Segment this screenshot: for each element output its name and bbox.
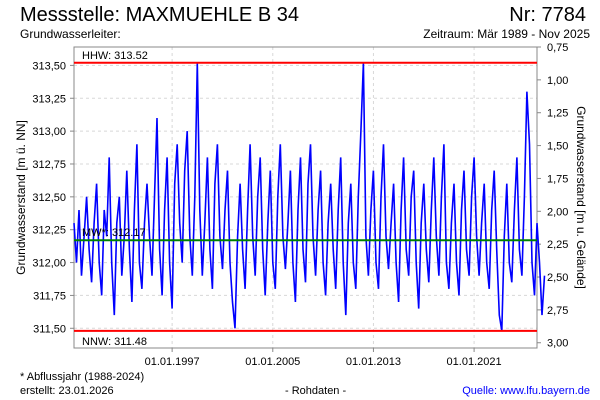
period-label: Zeitraum: Mär 1989 - Nov 2025: [423, 27, 590, 41]
reference-label: NNW: 311.48: [82, 336, 147, 348]
y-tick-label: 312,75: [32, 159, 66, 171]
created-date: erstellt: 23.01.2026: [20, 385, 114, 397]
right-tick-label: 1,00: [547, 75, 568, 87]
footnote: * Abflussjahr (1988-2024): [20, 371, 145, 383]
y-axis-label: Grundwasserstand [m ü. NN]: [14, 120, 28, 275]
series-line: [73, 62, 546, 332]
y-tick-label: 313,00: [32, 126, 66, 138]
y-tick-label: 313,50: [32, 60, 66, 72]
right-tick-label: 1,25: [547, 108, 568, 120]
y-tick-label: 311,75: [33, 290, 66, 302]
aquifer-label: Grundwasserleiter:: [20, 27, 121, 41]
plot-frame: [73, 46, 538, 349]
right-tick-label: 2,25: [547, 239, 568, 251]
x-tick-label: 01.01.1997: [145, 356, 200, 368]
reference-label: HHW: 313.52: [82, 50, 148, 62]
source-link[interactable]: Quelle: www.lfu.bayern.de: [462, 385, 590, 397]
right-tick-label: 3,00: [547, 338, 568, 350]
x-tick-label: 01.01.2005: [245, 356, 300, 368]
right-tick-label: 2,75: [547, 305, 568, 317]
right-tick-label: 0,75: [547, 42, 568, 54]
x-tick-label: 01.01.2021: [447, 356, 502, 368]
y-tick-label: 312,50: [32, 192, 66, 204]
right-tick-label: 2,50: [547, 272, 568, 284]
y-tick-label: 312,25: [32, 225, 66, 237]
page-title: Messstelle: MAXMUEHLE B 34: [20, 4, 299, 26]
right-tick-label: 1,50: [547, 141, 568, 153]
y-axis-label-right: Grundwasserstand [m u. Gelände]: [574, 106, 588, 289]
reference-label: MW*: 312.17: [82, 227, 146, 239]
right-tick-label: 2,00: [547, 206, 568, 218]
station-number: Nr: 7784: [509, 4, 586, 26]
y-tick-label: 312,00: [32, 258, 66, 270]
y-tick-label: 313,25: [32, 93, 66, 105]
right-tick-label: 1,75: [547, 173, 568, 185]
x-tick-label: 01.01.2013: [346, 356, 401, 368]
y-tick-label: 311,50: [33, 323, 66, 335]
raw-data-label: - Rohdaten -: [285, 385, 347, 397]
